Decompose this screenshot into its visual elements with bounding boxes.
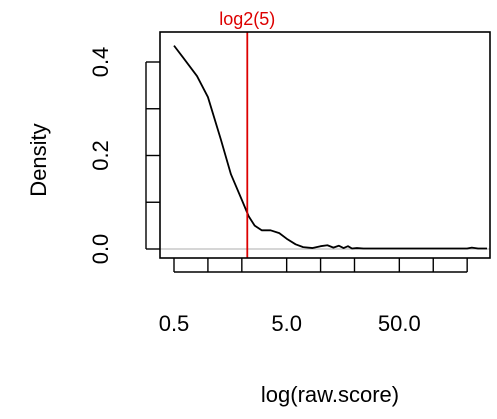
x-tick-label: 50.0 bbox=[378, 311, 421, 336]
y-tick-label: 0.0 bbox=[88, 234, 113, 265]
x-tick-label: 0.5 bbox=[159, 311, 190, 336]
density-series-line bbox=[173, 45, 487, 250]
y-tick-label: 0.4 bbox=[88, 47, 113, 78]
y-axis-label: Density bbox=[26, 123, 51, 196]
x-axis-label: log(raw.score) bbox=[261, 382, 399, 407]
y-tick-label: 0.2 bbox=[88, 140, 113, 171]
reference-vline-label: log2(5) bbox=[219, 9, 275, 29]
x-tick-label: 5.0 bbox=[271, 311, 302, 336]
plot-frame bbox=[159, 31, 491, 259]
